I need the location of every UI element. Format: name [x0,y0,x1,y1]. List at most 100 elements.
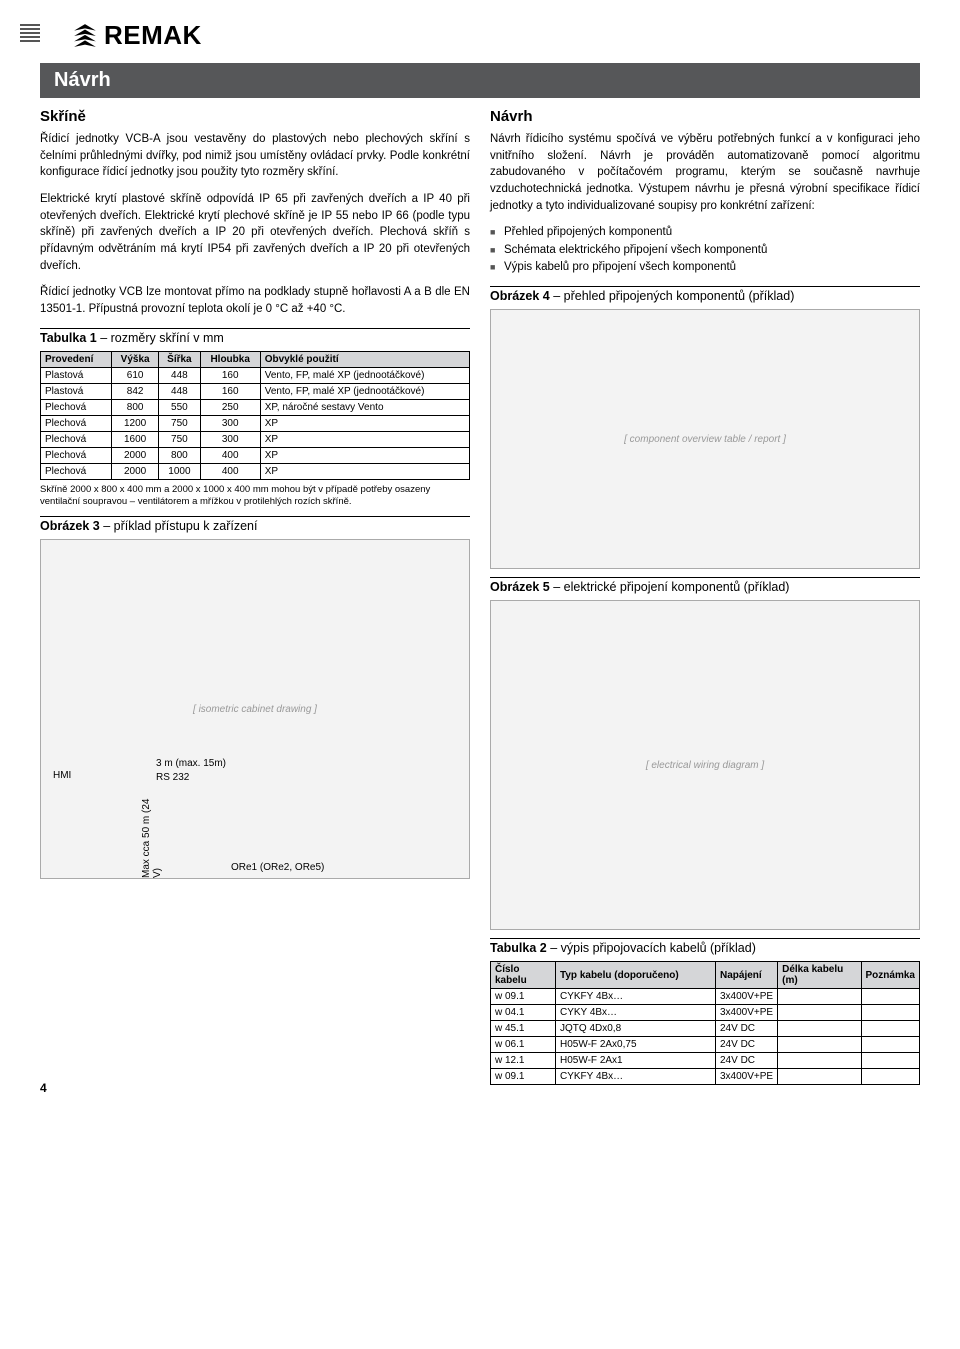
table-cell: 300 [200,431,260,447]
fig3-hmi-label: HMI [53,770,71,781]
table-cell [778,1069,861,1085]
table-row: w 45.1JQTQ 4Dx0,824V DC [491,1021,920,1037]
table-cell: 800 [112,399,159,415]
table-cell: 24V DC [716,1021,778,1037]
fig3-cable-top-label: 3 m (max. 15m) [156,758,226,769]
table1-header-cell: Hloubka [200,351,260,367]
table-row: Plechová20001000400XP [41,463,470,479]
fig3-ore-label: ORe1 (ORe2, ORe5) [231,862,324,873]
table-cell: XP [260,447,469,463]
table-cell [861,1005,919,1021]
table-cell: w 09.1 [491,989,556,1005]
table-cell: 750 [159,415,201,431]
table-cell: w 04.1 [491,1005,556,1021]
table1-title-strong: Tabulka 1 [40,331,97,345]
table-row: w 06.1H05W-F 2Ax0,7524V DC [491,1037,920,1053]
table-cell: Vento, FP, malé XP (jednootáčkové) [260,383,469,399]
fig3-rs232-label: RS 232 [156,772,189,783]
table-cell: 1600 [112,431,159,447]
table-cell: H05W-F 2Ax1 [556,1053,716,1069]
table-cell: Plechová [41,447,112,463]
page-title-bar: Návrh [40,63,920,98]
table-cell: CYKFY 4Bx… [556,989,716,1005]
table-cell: Plechová [41,463,112,479]
table2-header-cell: Délka kabelu (m) [778,962,861,989]
table-cell: 400 [200,447,260,463]
list-item: Schémata elektrického připojení všech ko… [490,242,920,259]
table-row: w 09.1CYKFY 4Bx…3x400V+PE [491,1069,920,1085]
fig4-title-strong: Obrázek 4 [490,289,550,303]
left-para-1: Řídicí jednotky VCB-A jsou vestavěny do … [40,131,470,181]
table1-header-cell: Obvyklé použití [260,351,469,367]
table-cell: 250 [200,399,260,415]
table-cell: 2000 [112,463,159,479]
table-cell: w 45.1 [491,1021,556,1037]
left-para-3: Řídicí jednotky VCB lze montovat přímo n… [40,284,470,317]
table-row: Plechová1600750300XP [41,431,470,447]
fig4-title-rest: – přehled připojených komponentů (příkla… [550,289,795,303]
table-cell: w 09.1 [491,1069,556,1085]
table-cell: 550 [159,399,201,415]
table-cell: CYKFY 4Bx… [556,1069,716,1085]
table-row: w 09.1CYKFY 4Bx…3x400V+PE [491,989,920,1005]
table-cell: CYKY 4Bx… [556,1005,716,1021]
table2-header-cell: Číslo kabelu [491,962,556,989]
table-cell: w 12.1 [491,1053,556,1069]
header-accent-lines [20,24,40,44]
table1-title: Tabulka 1 – rozměry skříní v mm [40,328,470,345]
table-row: Plastová610448160Vento, FP, malé XP (jed… [41,367,470,383]
table-cell: 1000 [159,463,201,479]
table-row: Plechová1200750300XP [41,415,470,431]
logo-icon [72,24,98,48]
table2-title: Tabulka 2 – výpis připojovacích kabelů (… [490,938,920,955]
table2-title-rest: – výpis připojovacích kabelů (příklad) [547,941,756,955]
table1-header-cell: Výška [112,351,159,367]
right-para-1: Návrh řídicího systému spočívá ve výběru… [490,131,920,214]
table-row: Plechová2000800400XP [41,447,470,463]
table-cell: XP, náročné sestavy Vento [260,399,469,415]
table-cell: Vento, FP, malé XP (jednootáčkové) [260,367,469,383]
fig3-cable-left-label: Max cca 50 m (24 V) [141,792,163,878]
table-cell: 160 [200,383,260,399]
table-cell: 842 [112,383,159,399]
table-cell: 2000 [112,447,159,463]
list-item: Výpis kabelů pro připojení všech kompone… [490,259,920,276]
table-cell: 750 [159,431,201,447]
brand-logo: REMAK [72,20,920,51]
table-cell: 3x400V+PE [716,1005,778,1021]
table-cell: XP [260,415,469,431]
table-cell: Plastová [41,383,112,399]
table-row: Plastová842448160Vento, FP, malé XP (jed… [41,383,470,399]
table1-note: Skříně 2000 x 800 x 400 mm a 2000 x 1000… [40,484,470,509]
table-cell: 610 [112,367,159,383]
table-cell: 1200 [112,415,159,431]
fig3-title: Obrázek 3 – příklad přístupu k zařízení [40,516,470,533]
table-cell: 448 [159,367,201,383]
table-cell: 160 [200,367,260,383]
table-cell: XP [260,463,469,479]
table-cell: w 06.1 [491,1037,556,1053]
table-cell: 400 [200,463,260,479]
table-cell [778,1021,861,1037]
table-cell: Plechová [41,431,112,447]
table-row: Plechová800550250XP, náročné sestavy Ven… [41,399,470,415]
table1-header-cell: Šířka [159,351,201,367]
fig5-placeholder: [ electrical wiring diagram ] [491,601,919,929]
figure-3: [ isometric cabinet drawing ] HMI 3 m (m… [40,539,470,879]
fig4-placeholder: [ component overview table / report ] [491,310,919,568]
table-1: ProvedeníVýškaŠířkaHloubkaObvyklé použit… [40,351,470,480]
fig3-placeholder: [ isometric cabinet drawing ] [41,540,469,878]
table-cell [861,1069,919,1085]
table-cell [778,1053,861,1069]
fig5-title-strong: Obrázek 5 [490,580,550,594]
table-cell: JQTQ 4Dx0,8 [556,1021,716,1037]
table-cell: 448 [159,383,201,399]
fig4-title: Obrázek 4 – přehled připojených komponen… [490,286,920,303]
table-cell [861,1021,919,1037]
table2-header-cell: Napájení [716,962,778,989]
table-row: w 04.1CYKY 4Bx…3x400V+PE [491,1005,920,1021]
table-cell [778,989,861,1005]
table-cell: 300 [200,415,260,431]
left-para-2: Elektrické krytí plastové skříně odpovíd… [40,191,470,274]
table-cell: 24V DC [716,1037,778,1053]
